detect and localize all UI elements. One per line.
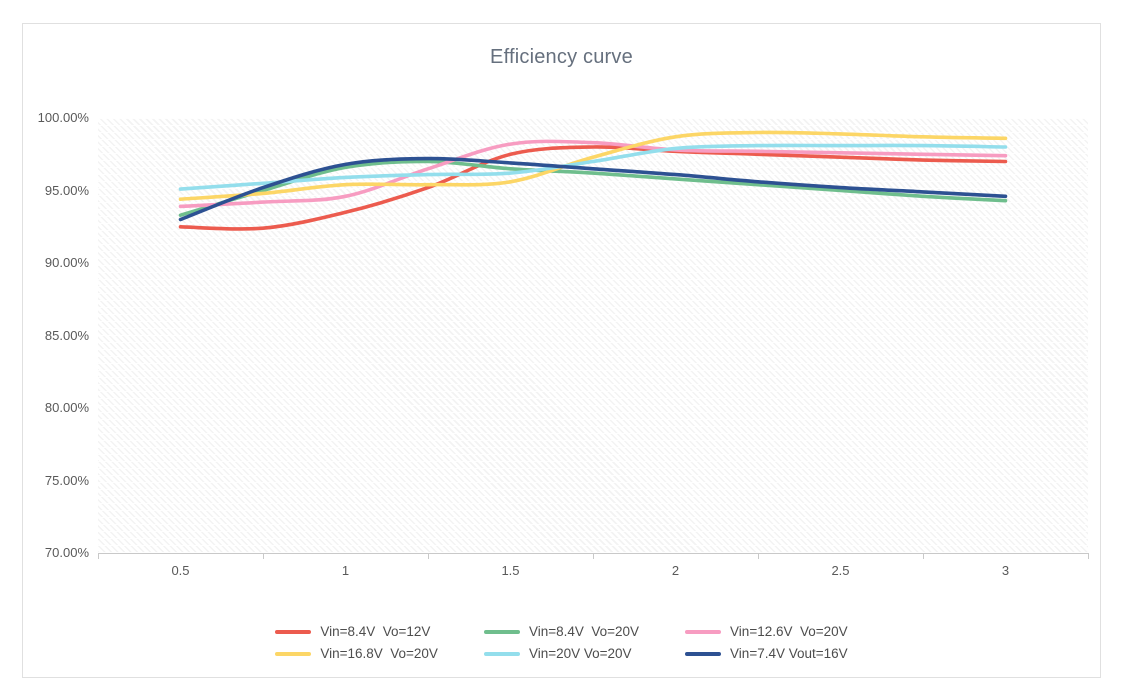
legend-swatch [483,651,520,656]
x-tick-mark [98,553,99,559]
legend-label: Vin=20V Vo=20V [528,646,632,661]
legend-swatch [275,629,312,634]
plot-area [98,118,1088,553]
legend-item: Vin=20V Vo=20V [483,646,639,661]
x-tick-mark [263,553,264,559]
y-tick-label: 80.00% [44,400,89,415]
x-tick-label: 3 [1001,563,1010,578]
legend-item: Vin=8.4V Vo=12V [275,624,438,639]
x-tick-mark [923,553,924,559]
y-tick-label: 90.00% [44,255,89,270]
legend-label: Vin=12.6V Vo=20V [730,624,848,639]
chart-card: Efficiency curve 100.00% 95.00% 90.00% 85.0… [22,23,1101,678]
series-line [178,139,1008,209]
y-tick-label: 100.00% [37,110,89,125]
series-line [178,159,1008,217]
x-tick-mark [758,553,759,559]
legend-swatch [685,651,722,656]
series-line [178,143,1008,191]
x-tick-label: 2 [671,563,680,578]
y-tick-label: 95.00% [44,182,89,198]
legend-label: Vin=8.4V Vo=12V [320,624,431,639]
chart-title: Efficiency curve [490,46,633,68]
legend-item: Vin=16.8V Vo=20V [275,646,438,661]
x-tick-mark [1088,553,1089,559]
x-tick-label: 0.5 [171,563,190,578]
series-line [178,156,1008,222]
x-tick-mark [593,553,594,559]
x-tick-label: 1 [341,563,350,578]
legend-label: Vin=7.4V Vout=16V [730,646,848,661]
legend-item: Vin=12.6V Vo=20V [685,624,848,639]
legend-item: Vin=8.4V Vo=20V [483,624,640,639]
legend-label: Vin=8.4V Vo=20V [528,624,640,639]
legend-swatch [483,629,520,634]
legend-swatch [275,651,312,656]
legend-swatch [685,629,722,634]
line-series-svg [178,130,1008,231]
series-line [178,130,1008,201]
y-tick-label: 75.00% [44,472,89,488]
series-line [178,145,1008,231]
chart-legend: Vin=8.4V Vo=12V Vin=8.4V Vo=20V Vin=12.6V … [23,624,1100,661]
legend-item: Vin=7.4V Vout=16V [685,646,848,661]
legend-label: Vin=16.8V Vo=20V [320,646,438,661]
x-tick-label: 1.5 [501,563,520,578]
y-tick-label: 85.00% [44,327,89,343]
x-tick-label: 2.5 [831,563,850,578]
x-tick-mark [428,553,429,559]
y-tick-label: 70.00% [44,545,89,560]
